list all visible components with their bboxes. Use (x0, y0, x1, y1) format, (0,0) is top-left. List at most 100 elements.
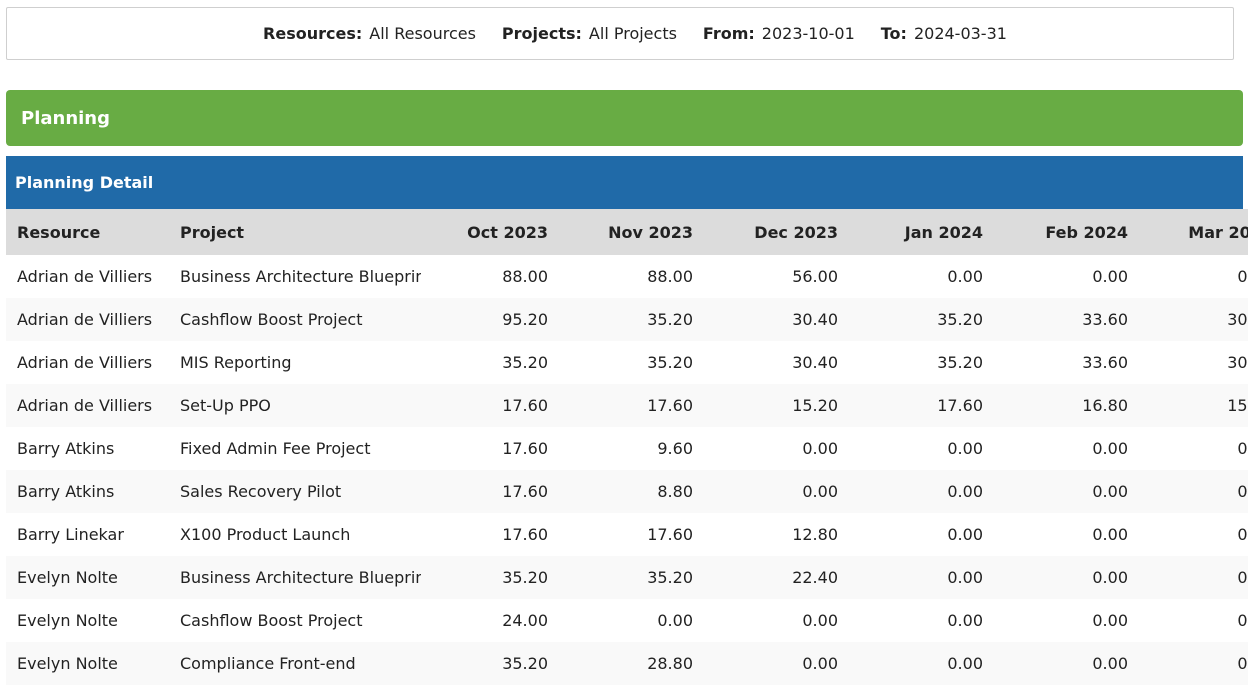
filter-resources-value[interactable]: All Resources (369, 24, 476, 43)
cell-dec-2023: 22.40 (703, 556, 848, 599)
cell-mar-2024: 0.00 (1138, 470, 1248, 513)
table-row[interactable]: Adrian de Villiers Set-Up PPO 17.60 17.60 15… (6, 384, 1248, 427)
filter-to-label: To: (880, 24, 907, 43)
cell-nov-2023: 0.00 (558, 599, 703, 642)
cell-oct-2023: 24.00 (421, 599, 558, 642)
cell-project: X100 Product Launch (169, 513, 421, 556)
cell-dec-2023: 0.00 (703, 427, 848, 470)
filter-projects-value[interactable]: All Projects (588, 24, 677, 43)
cell-jan-2024: 0.00 (848, 599, 993, 642)
cell-resource: Evelyn Nolte (6, 599, 169, 642)
cell-dec-2023: 15.20 (703, 384, 848, 427)
cell-nov-2023: 17.60 (558, 513, 703, 556)
cell-project: Business Architecture Blueprint (169, 255, 421, 298)
column-header-feb-2024[interactable]: Feb 2024 (993, 209, 1138, 255)
filter-from[interactable]: From: 2023-10-01 (703, 24, 855, 43)
cell-mar-2024: 15.20 (1138, 384, 1248, 427)
cell-oct-2023: 35.20 (421, 341, 558, 384)
cell-dec-2023: 30.40 (703, 341, 848, 384)
cell-feb-2024: 0.00 (993, 427, 1138, 470)
table-header-row: Resource Project Oct 2023 Nov 2023 Dec 2… (6, 209, 1248, 255)
planning-detail-table: Resource Project Oct 2023 Nov 2023 Dec 2… (6, 209, 1248, 685)
cell-project: Sales Recovery Pilot (169, 470, 421, 513)
filter-from-label: From: (702, 24, 755, 43)
cell-oct-2023: 88.00 (421, 255, 558, 298)
cell-feb-2024: 0.00 (993, 556, 1138, 599)
table-row[interactable]: Evelyn Nolte Business Architecture Bluepr… (6, 556, 1248, 599)
column-header-dec-2023[interactable]: Dec 2023 (703, 209, 848, 255)
cell-dec-2023: 0.00 (703, 599, 848, 642)
cell-mar-2024: 0.00 (1138, 427, 1248, 470)
cell-oct-2023: 17.60 (421, 513, 558, 556)
table-row[interactable]: Evelyn Nolte Compliance Front-end 35.20 28.… (6, 642, 1248, 685)
table-row[interactable]: Adrian de Villiers MIS Reporting 35.20 35.2… (6, 341, 1248, 384)
cell-resource: Adrian de Villiers (6, 298, 169, 341)
cell-feb-2024: 0.00 (993, 470, 1138, 513)
cell-project: Cashflow Boost Project (169, 599, 421, 642)
cell-resource: Evelyn Nolte (6, 642, 169, 685)
panel-title: Planning Detail (15, 173, 154, 192)
filter-to[interactable]: To: 2024-03-31 (881, 24, 1007, 43)
table-row[interactable]: Adrian de Villiers Cashflow Boost Project… (6, 298, 1248, 341)
planning-detail-header: Planning Detail (6, 156, 1243, 209)
cell-dec-2023: 0.00 (703, 642, 848, 685)
cell-oct-2023: 17.60 (421, 427, 558, 470)
table-row[interactable]: Adrian de Villiers Business Architecture … (6, 255, 1248, 298)
cell-oct-2023: 17.60 (421, 470, 558, 513)
cell-nov-2023: 88.00 (558, 255, 703, 298)
cell-feb-2024: 0.00 (993, 513, 1138, 556)
cell-resource: Barry Atkins (6, 470, 169, 513)
table-row[interactable]: Barry Atkins Fixed Admin Fee Project 17.60… (6, 427, 1248, 470)
cell-jan-2024: 0.00 (848, 255, 993, 298)
column-header-nov-2023[interactable]: Nov 2023 (558, 209, 703, 255)
cell-nov-2023: 17.60 (558, 384, 703, 427)
table-row[interactable]: Barry Linekar X100 Product Launch 17.60 17.… (6, 513, 1248, 556)
filter-resources-label: Resources: (263, 24, 363, 43)
cell-jan-2024: 35.20 (848, 341, 993, 384)
column-header-mar-2024[interactable]: Mar 2024 (1138, 209, 1248, 255)
column-header-resource[interactable]: Resource (6, 209, 169, 255)
filter-from-value[interactable]: 2023-10-01 (761, 24, 855, 43)
cell-feb-2024: 16.80 (993, 384, 1138, 427)
section-title: Planning (21, 107, 111, 129)
column-header-project[interactable]: Project (169, 209, 421, 255)
cell-project: Compliance Front-end (169, 642, 421, 685)
table-row[interactable]: Evelyn Nolte Cashflow Boost Project 24.00 0… (6, 599, 1248, 642)
cell-oct-2023: 35.20 (421, 642, 558, 685)
cell-jan-2024: 0.00 (848, 642, 993, 685)
cell-resource: Barry Atkins (6, 427, 169, 470)
cell-jan-2024: 0.00 (848, 556, 993, 599)
cell-nov-2023: 35.20 (558, 556, 703, 599)
filter-to-value[interactable]: 2024-03-31 (913, 24, 1007, 43)
cell-jan-2024: 35.20 (848, 298, 993, 341)
cell-nov-2023: 8.80 (558, 470, 703, 513)
cell-resource: Adrian de Villiers (6, 384, 169, 427)
filter-resources[interactable]: Resources: All Resources (263, 24, 476, 43)
cell-resource: Adrian de Villiers (6, 341, 169, 384)
cell-project: Business Architecture Blueprint (169, 556, 421, 599)
cell-jan-2024: 0.00 (848, 470, 993, 513)
cell-mar-2024: 0.00 (1138, 599, 1248, 642)
table-row[interactable]: Barry Atkins Sales Recovery Pilot 17.60 8.8… (6, 470, 1248, 513)
cell-nov-2023: 35.20 (558, 341, 703, 384)
filter-projects[interactable]: Projects: All Projects (502, 24, 677, 43)
planning-section-header[interactable]: Planning (6, 90, 1243, 146)
cell-nov-2023: 35.20 (558, 298, 703, 341)
cell-mar-2024: 30.40 (1138, 298, 1248, 341)
cell-feb-2024: 33.60 (993, 341, 1138, 384)
cell-dec-2023: 30.40 (703, 298, 848, 341)
cell-feb-2024: 0.00 (993, 599, 1138, 642)
column-header-oct-2023[interactable]: Oct 2023 (421, 209, 558, 255)
cell-jan-2024: 17.60 (848, 384, 993, 427)
column-header-jan-2024[interactable]: Jan 2024 (848, 209, 993, 255)
cell-nov-2023: 9.60 (558, 427, 703, 470)
cell-mar-2024: 0.00 (1138, 556, 1248, 599)
cell-dec-2023: 56.00 (703, 255, 848, 298)
cell-feb-2024: 0.00 (993, 642, 1138, 685)
cell-dec-2023: 0.00 (703, 470, 848, 513)
cell-project: MIS Reporting (169, 341, 421, 384)
cell-dec-2023: 12.80 (703, 513, 848, 556)
cell-nov-2023: 28.80 (558, 642, 703, 685)
cell-feb-2024: 33.60 (993, 298, 1138, 341)
cell-mar-2024: 0.00 (1138, 513, 1248, 556)
